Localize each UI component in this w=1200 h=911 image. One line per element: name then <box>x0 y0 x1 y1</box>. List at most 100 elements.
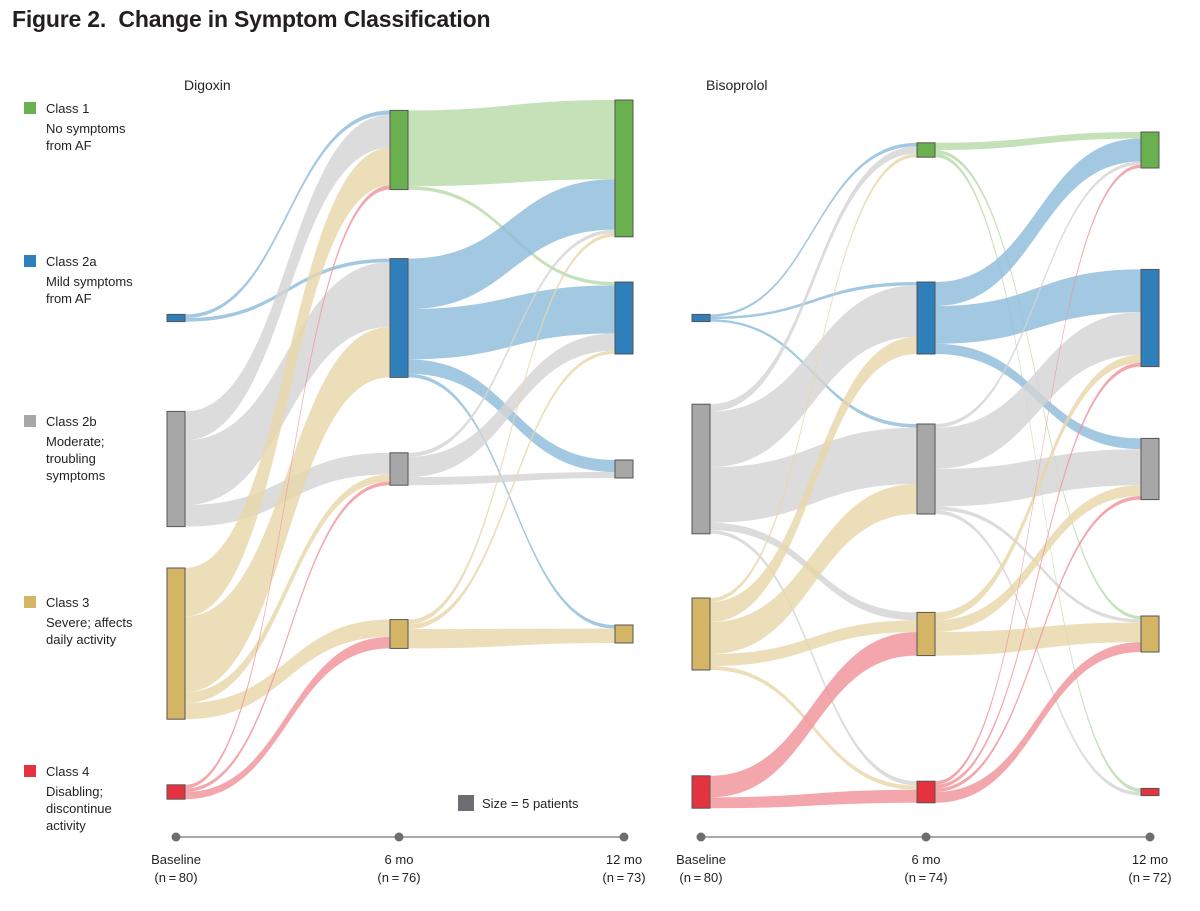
flow-c4-to-c3 <box>185 636 390 800</box>
flow-c2b-to-c4 <box>710 530 917 786</box>
legend-description-c4: Disabling; <box>46 784 103 799</box>
panel-digoxin: Digoxin Baseline (n = 80) 6 mo (n = 76) 12 mo… <box>151 77 646 885</box>
node-c1-t2 <box>1140 131 1160 169</box>
flow-c4-to-c4 <box>710 789 917 809</box>
node-c2a-t0 <box>691 313 711 323</box>
legend-description-c4: discontinue <box>46 801 112 816</box>
legend-description-c2a: from AF <box>46 291 92 306</box>
legend-item-c2b: Class 2b Moderate; troubling symptoms <box>24 414 106 483</box>
flow-c3-to-c2b <box>710 484 917 654</box>
flow-c4-to-c2a <box>935 362 1141 789</box>
node-c3-t2 <box>614 624 634 644</box>
flow-c2b-to-c2b <box>935 449 1141 507</box>
axis-n-label: (n = 73) <box>602 870 645 885</box>
flow-c4-to-c1 <box>185 185 390 789</box>
flow-c4-to-c3 <box>935 642 1141 803</box>
flow-c4-to-c2b <box>935 496 1141 792</box>
axis-n-label: (n = 74) <box>904 870 947 885</box>
legend-label-c2b: Class 2b <box>46 414 97 429</box>
time-axis: Baseline (n = 80) 6 mo (n = 74) 12 mo (n = 72… <box>676 832 1172 885</box>
flow-c3-to-c3 <box>935 622 1141 656</box>
node-c2b-t0 <box>691 403 711 535</box>
flow-c3-to-c2b <box>935 485 1141 633</box>
axis-tick-dot <box>171 832 181 842</box>
axis-tick-label: Baseline <box>676 852 726 867</box>
legend-item-c2a: Class 2a Mild symptoms from AF <box>24 254 133 306</box>
flow-layer <box>710 132 1141 809</box>
axis-tick-label: 12 mo <box>606 852 642 867</box>
node-c2b-t1 <box>916 423 936 515</box>
flow-c3-to-c2a <box>710 336 917 622</box>
flow-c2b-to-c1 <box>935 161 1141 428</box>
node-layer <box>166 99 634 800</box>
flow-c4-to-c3 <box>710 632 917 798</box>
legend-description-c2b: symptoms <box>46 468 106 483</box>
flow-c2a-to-c1 <box>185 110 390 319</box>
flow-c2a-to-c2a <box>935 269 1141 344</box>
legend-swatch-c2a <box>24 255 36 267</box>
flow-c1-to-c1 <box>935 132 1141 150</box>
node-c2a-t2 <box>614 281 634 355</box>
axis-tick-dot <box>394 832 404 842</box>
legend-item-c4: Class 4 Disabling; discontinue activity <box>24 764 112 833</box>
flow-c4-to-c2b <box>185 481 390 792</box>
flow-c3-to-c1 <box>185 147 390 617</box>
flow-c2a-to-c1 <box>408 179 615 309</box>
flow-c2b-to-c1 <box>185 114 390 441</box>
node-c1-t2 <box>614 99 634 238</box>
legend-swatch-c4 <box>24 765 36 777</box>
flow-c2b-to-c1 <box>408 229 615 457</box>
node-c3-t0 <box>691 597 711 671</box>
flow-c2b-to-c1 <box>710 146 917 412</box>
flow-c2a-to-c2b <box>408 359 615 472</box>
node-c3-t1 <box>916 611 936 657</box>
flow-c2b-to-c2a <box>935 312 1141 469</box>
legend-swatch-c3 <box>24 596 36 608</box>
legend-item-c3: Class 3 Severe; affects daily activity <box>24 595 133 647</box>
size-legend-swatch <box>458 795 474 811</box>
node-c2b-t2 <box>1140 437 1160 501</box>
node-c3-t2 <box>1140 615 1160 653</box>
flow-c2a-to-c2a <box>408 285 615 360</box>
legend-description-c2b: Moderate; <box>46 434 105 449</box>
node-c2a-t1 <box>389 258 409 378</box>
legend-item-c1: Class 1 No symptoms from AF <box>24 101 126 153</box>
legend-description-c1: from AF <box>46 138 92 153</box>
legend-description-c4: activity <box>46 818 86 833</box>
node-c2b-t2 <box>614 459 634 479</box>
node-c1-t1 <box>389 109 409 191</box>
node-c4-t1 <box>916 780 936 804</box>
axis-n-label: (n = 80) <box>154 870 197 885</box>
node-c2b-t1 <box>389 452 409 486</box>
flow-c4-to-c1 <box>935 164 1141 785</box>
flow-c2a-to-c1 <box>710 142 917 317</box>
node-c3-t0 <box>166 567 186 720</box>
axis-tick-label: 6 mo <box>912 852 941 867</box>
node-layer <box>691 131 1160 809</box>
axis-n-label: (n = 80) <box>679 870 722 885</box>
axis-n-label: (n = 76) <box>377 870 420 885</box>
flow-c2a-to-c3 <box>408 373 615 629</box>
node-c2a-t2 <box>1140 268 1160 368</box>
legend-label-c2a: Class 2a <box>46 254 97 269</box>
legend-label-c3: Class 3 <box>46 595 89 610</box>
flow-c3-to-c2a <box>408 350 615 630</box>
node-c4-t0 <box>691 775 711 809</box>
flow-c3-to-c4 <box>710 666 917 790</box>
flow-c2b-to-c4 <box>935 510 1141 796</box>
panel-title: Digoxin <box>184 77 231 93</box>
legend-label-c4: Class 4 <box>46 764 89 779</box>
flow-c2b-to-c2b <box>408 472 615 486</box>
flow-c3-to-c2a <box>935 354 1141 621</box>
axis-tick-dot <box>921 832 931 842</box>
node-c4-t2 <box>1140 787 1160 797</box>
time-axis: Baseline (n = 80) 6 mo (n = 76) 12 mo (n = 73… <box>151 832 646 885</box>
legend-description-c2b: troubling <box>46 451 96 466</box>
flow-c3-to-c3 <box>710 620 917 666</box>
axis-tick-label: 12 mo <box>1132 852 1168 867</box>
flow-c3-to-c3 <box>408 628 615 649</box>
legend-label-c1: Class 1 <box>46 101 89 116</box>
legend-description-c2a: Mild symptoms <box>46 274 133 289</box>
